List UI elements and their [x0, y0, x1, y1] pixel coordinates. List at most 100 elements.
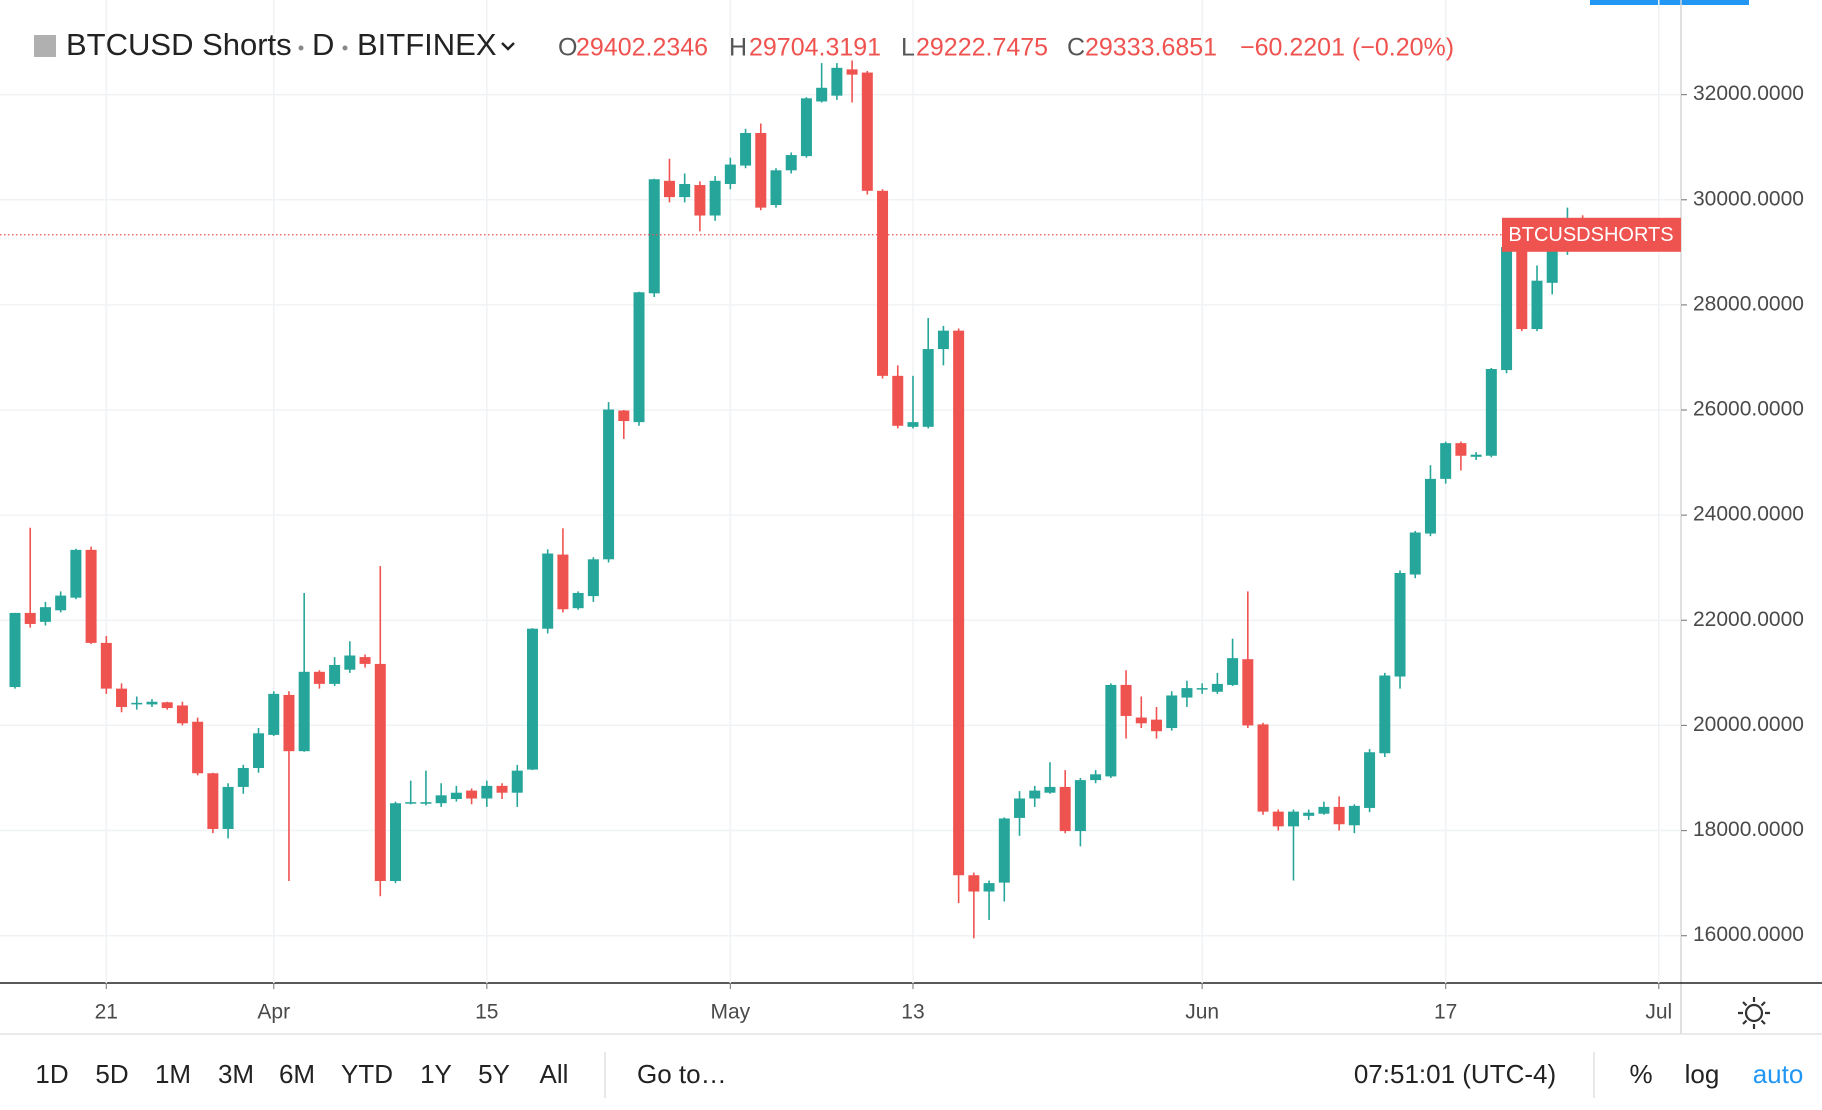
candle-body [1135, 717, 1147, 724]
candle-body [846, 69, 858, 75]
settings-icon[interactable] [1738, 997, 1770, 1029]
candle-body [1485, 369, 1497, 456]
chevron[interactable] [501, 42, 515, 51]
candle-body [633, 292, 645, 423]
range-button[interactable]: 1D [35, 1059, 68, 1089]
candle-body [435, 795, 447, 804]
candle-body [1287, 811, 1299, 827]
high-value: 29704.3191 [749, 34, 881, 62]
x-tick-label: 21 [95, 1001, 118, 1024]
y-tick-label: 26000.0000 [1693, 398, 1804, 421]
candle-body [709, 180, 721, 216]
x-tick-label: Apr [257, 1001, 290, 1024]
candle-body [313, 671, 325, 684]
price-label: BTCUSDSHORTS [1508, 224, 1673, 246]
candle-body [1364, 752, 1376, 808]
candle-body [207, 773, 219, 829]
candle-body [496, 785, 508, 793]
candle-body [24, 612, 36, 624]
candle-body [450, 792, 462, 800]
candle-body [877, 190, 889, 376]
close-letter: C [1067, 34, 1085, 62]
x-tick-label: Jul [1645, 1001, 1672, 1024]
candle-body [1531, 280, 1543, 330]
y-tick-label: 16000.0000 [1693, 923, 1804, 946]
goto-button[interactable]: Go to… [637, 1059, 727, 1089]
candle-body [100, 642, 112, 689]
candle-body [374, 663, 386, 882]
candle-body [146, 701, 158, 705]
candle-body [1333, 806, 1345, 825]
candle-body [131, 702, 143, 705]
candle-body [1348, 805, 1360, 826]
candle-body [648, 179, 660, 294]
candle-body [922, 349, 934, 427]
candle-body [785, 155, 797, 171]
x-tick-label: 15 [475, 1001, 498, 1024]
candle-body [1455, 443, 1467, 456]
y-tick-label: 22000.0000 [1693, 608, 1804, 631]
range-button[interactable]: 6M [279, 1059, 315, 1089]
x-tick-label: Jun [1185, 1001, 1219, 1024]
candle-body [85, 549, 97, 643]
candle-body [116, 688, 128, 708]
candle-body [755, 132, 767, 208]
change: −60.2201 (−0.20%) [1240, 34, 1454, 62]
separator-dot [342, 45, 348, 51]
range-button[interactable]: 1Y [420, 1059, 452, 1089]
plot-area [0, 0, 1687, 989]
candle-body [694, 185, 706, 216]
candle-body [268, 693, 280, 735]
range-button[interactable]: 1M [155, 1059, 191, 1089]
candle-body [298, 671, 310, 752]
candle-body [663, 180, 675, 198]
candle-body [1318, 806, 1330, 814]
candle-body [1166, 695, 1178, 729]
scale-option[interactable]: % [1629, 1059, 1652, 1089]
candle-body [800, 98, 812, 157]
separator-dot [298, 45, 304, 51]
candle-body [1501, 247, 1513, 371]
candle-body [1014, 798, 1026, 818]
candle-body [1303, 812, 1315, 816]
range-button[interactable]: 5Y [478, 1059, 510, 1089]
y-tick-label: 20000.0000 [1693, 713, 1804, 736]
candle-body [390, 803, 401, 882]
candle-body [1394, 572, 1406, 677]
candle-body [1059, 786, 1071, 832]
range-button[interactable]: All [540, 1059, 569, 1089]
candle-body [907, 422, 919, 427]
range-button[interactable]: 3M [218, 1059, 254, 1089]
low-letter: L [901, 34, 915, 62]
x-tick-label: May [710, 1001, 750, 1024]
candle-body [1105, 684, 1117, 777]
toolbar: Go to… 07:51:01 (UTC-4) 1D 5D 1M 3M 6M YTD 1Y 5… [35, 1059, 1803, 1089]
candle-body [237, 768, 249, 787]
range-button[interactable]: 5D [95, 1059, 128, 1089]
open-value: 29402.2346 [576, 34, 708, 62]
candle-body [1379, 675, 1391, 754]
interval[interactable]: D [312, 27, 334, 62]
symbol-title[interactable]: BTCUSD Shorts [66, 27, 292, 62]
range-button[interactable]: YTD [341, 1059, 393, 1089]
settings-icon-ring [1744, 1003, 1764, 1023]
candle-body [9, 612, 21, 688]
candle-body [816, 87, 828, 102]
candle-body [557, 554, 569, 610]
scale-option[interactable]: log [1685, 1059, 1720, 1089]
symbol-icon [34, 35, 56, 57]
exchange[interactable]: BITFINEX [357, 27, 497, 62]
y-tick-label: 28000.0000 [1693, 292, 1804, 315]
candle-body [998, 818, 1010, 883]
scale-option[interactable]: auto [1753, 1059, 1804, 1089]
candle-body [344, 655, 356, 670]
candle-body [1074, 780, 1086, 832]
candle-body [603, 409, 615, 560]
y-tick-label: 32000.0000 [1693, 82, 1804, 105]
candle-body [1090, 774, 1102, 781]
candle-body [253, 733, 265, 769]
x-tick-label: 13 [901, 1001, 924, 1024]
candle-body [1120, 684, 1132, 716]
